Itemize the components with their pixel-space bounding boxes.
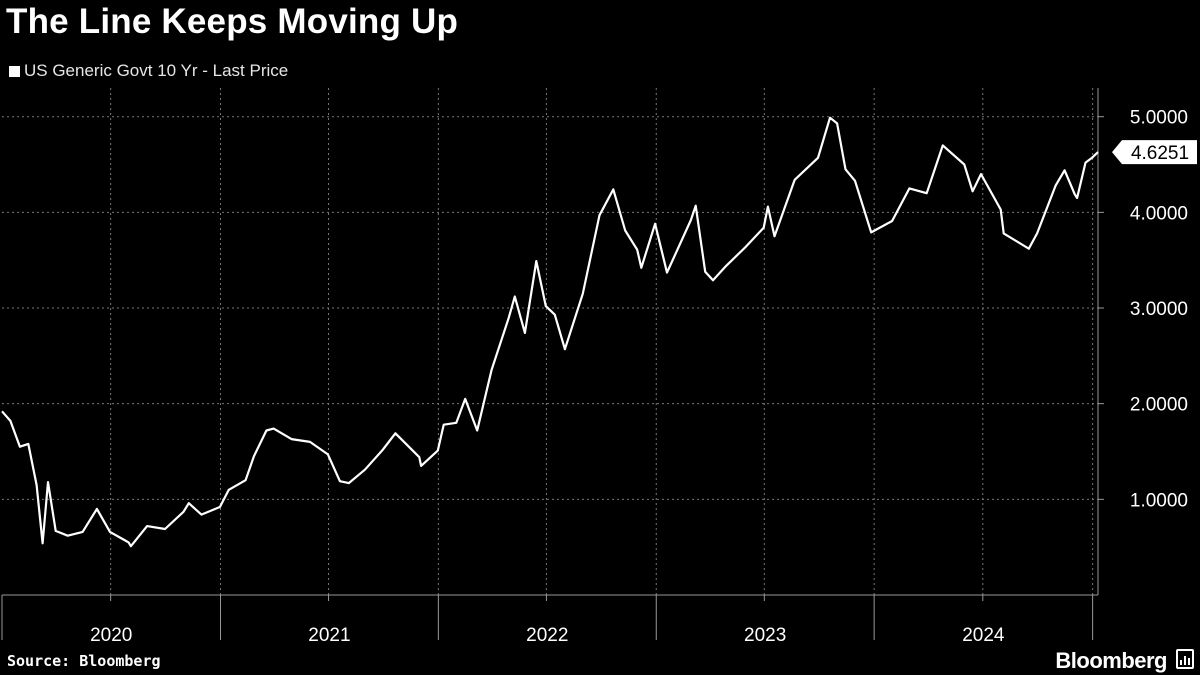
brand-wordmark: Bloomberg — [1055, 648, 1167, 673]
legend: US Generic Govt 10 Yr - Last Price — [9, 61, 288, 81]
y-tick-label-0: 1.0000 — [1130, 490, 1188, 511]
bloomberg-logo-icon — [1176, 649, 1194, 669]
x-tick-label-0: 2020 — [90, 625, 132, 646]
x-tick-label-3: 2023 — [744, 625, 786, 646]
legend-label: US Generic Govt 10 Yr - Last Price — [24, 61, 289, 80]
last-value-badge — [1112, 140, 1197, 165]
chart-title: The Line Keeps Moving Up — [6, 2, 459, 41]
x-tick-label-1: 2021 — [308, 625, 350, 646]
x-tick-label-4: 2024 — [962, 625, 1005, 646]
last-value-label: 4.6251 — [1131, 143, 1189, 164]
y-tick-label-3: 4.0000 — [1130, 203, 1188, 224]
source-note: Source: Bloomberg — [7, 652, 161, 670]
y-tick-label-4: 5.0000 — [1130, 108, 1188, 129]
y-tick-label-1: 2.0000 — [1130, 395, 1188, 416]
legend-swatch — [9, 65, 20, 77]
y-tick-label-2: 3.0000 — [1130, 299, 1188, 320]
series-line-us-10y — [1, 116, 1099, 548]
x-tick-label-2: 2022 — [526, 625, 568, 646]
